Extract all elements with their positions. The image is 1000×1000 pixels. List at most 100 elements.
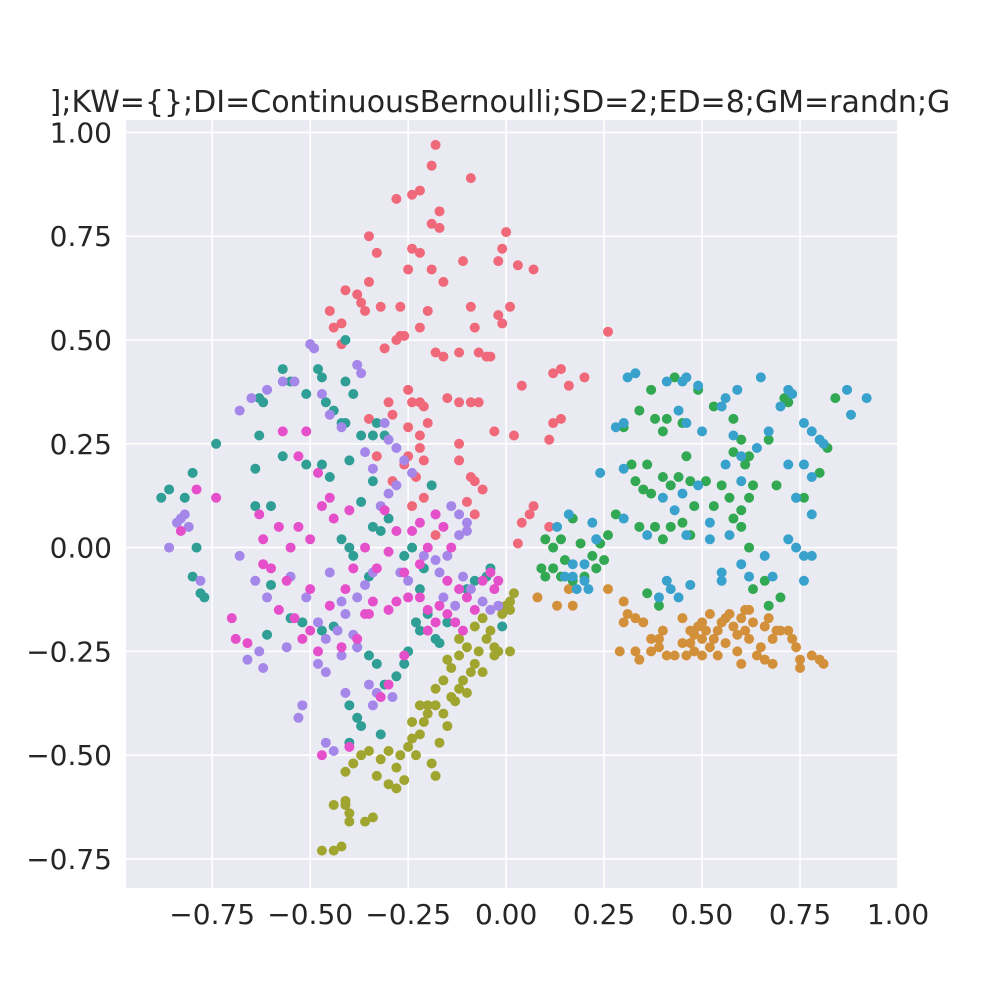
scatter-point [728, 430, 739, 441]
scatter-point [798, 575, 809, 586]
scatter-point [461, 517, 472, 528]
scatter-point [328, 746, 339, 757]
x-tick-label: −0.25 [365, 898, 451, 931]
scatter-point [414, 247, 425, 258]
scatter-point [254, 430, 265, 441]
scatter-point [759, 575, 770, 586]
scatter-point [736, 521, 747, 532]
scatter-point [305, 534, 316, 545]
scatter-point [434, 222, 445, 233]
scatter-point [759, 654, 770, 665]
scatter-point [234, 405, 245, 416]
scatter-point [508, 588, 519, 599]
scatter-point [748, 617, 759, 628]
scatter-point [497, 621, 508, 632]
scatter-point [665, 521, 676, 532]
scatter-point [767, 658, 778, 669]
scatter-point [360, 447, 371, 458]
scatter-point [473, 397, 484, 408]
scatter-point [693, 380, 704, 391]
scatter-point [763, 600, 774, 611]
scatter-point [677, 488, 688, 499]
scatter-point [234, 550, 245, 561]
scatter-point [258, 397, 269, 408]
scatter-point [430, 509, 441, 520]
scatter-point [316, 845, 327, 856]
scatter-point [732, 629, 743, 640]
scatter-point [367, 430, 378, 441]
scatter-point [336, 596, 347, 607]
scatter-point [344, 808, 355, 819]
scatter-series [532, 584, 829, 673]
scatter-point [795, 654, 806, 665]
scatter-point [391, 480, 402, 491]
scatter-point [183, 521, 194, 532]
scatter-point [403, 264, 414, 275]
scatter-point [320, 397, 331, 408]
scatter-point [555, 364, 566, 375]
scatter-point [700, 625, 711, 636]
scatter-point [297, 633, 308, 644]
scatter-point [414, 322, 425, 333]
scatter-point [524, 509, 535, 520]
scatter-point [371, 770, 382, 781]
scatter-point [277, 426, 288, 437]
scatter-point [493, 256, 504, 267]
scatter-point [720, 459, 731, 470]
x-tick-label: 1.00 [867, 898, 929, 931]
scatter-point [473, 347, 484, 358]
scatter-point [736, 559, 747, 570]
scatter-point [383, 513, 394, 524]
scatter-point [544, 434, 555, 445]
scatter-point [422, 700, 433, 711]
scatter-point [379, 343, 390, 354]
scatter-point [469, 322, 480, 333]
scatter-point [328, 322, 339, 333]
scatter-point [309, 343, 320, 354]
scatter-point [265, 501, 276, 512]
scatter-point [567, 600, 578, 611]
scatter-point [442, 609, 453, 620]
scatter-point [665, 584, 676, 595]
scatter-point [324, 409, 335, 420]
scatter-point [563, 380, 574, 391]
scatter-point [297, 700, 308, 711]
scatter-point [744, 571, 755, 582]
scatter-point [363, 650, 374, 661]
scatter-point [391, 193, 402, 204]
scatter-point [324, 492, 335, 503]
scatter-point [650, 413, 661, 424]
scatter-point [418, 550, 429, 561]
scatter-point [603, 326, 614, 337]
scatter-point [528, 501, 539, 512]
scatter-point [724, 530, 735, 541]
scatter-point [363, 231, 374, 242]
scatter-point [336, 650, 347, 661]
scatter-point [391, 762, 402, 773]
scatter-point [736, 451, 747, 462]
scatter-point [673, 592, 684, 603]
scatter-point [493, 575, 504, 586]
scatter-point [704, 642, 715, 653]
scatter-point [422, 305, 433, 316]
scatter-point [618, 617, 629, 628]
scatter-point [732, 646, 743, 657]
scatter-point [344, 700, 355, 711]
scatter-point [681, 530, 692, 541]
scatter-point [426, 480, 437, 491]
scatter-point [669, 505, 680, 516]
scatter-point [375, 754, 386, 765]
scatter-point [316, 501, 327, 512]
scatter-point [610, 509, 621, 520]
scatter-point [708, 501, 719, 512]
x-tick-label: −0.75 [169, 898, 255, 931]
scatter-point [262, 384, 273, 395]
scatter-point [489, 650, 500, 661]
scatter-point [293, 521, 304, 532]
scatter-point [548, 542, 559, 553]
scatter-point [681, 418, 692, 429]
scatter-point [783, 459, 794, 470]
scatter-point [473, 646, 484, 657]
scatter-point [540, 571, 551, 582]
scatter-point [458, 571, 469, 582]
